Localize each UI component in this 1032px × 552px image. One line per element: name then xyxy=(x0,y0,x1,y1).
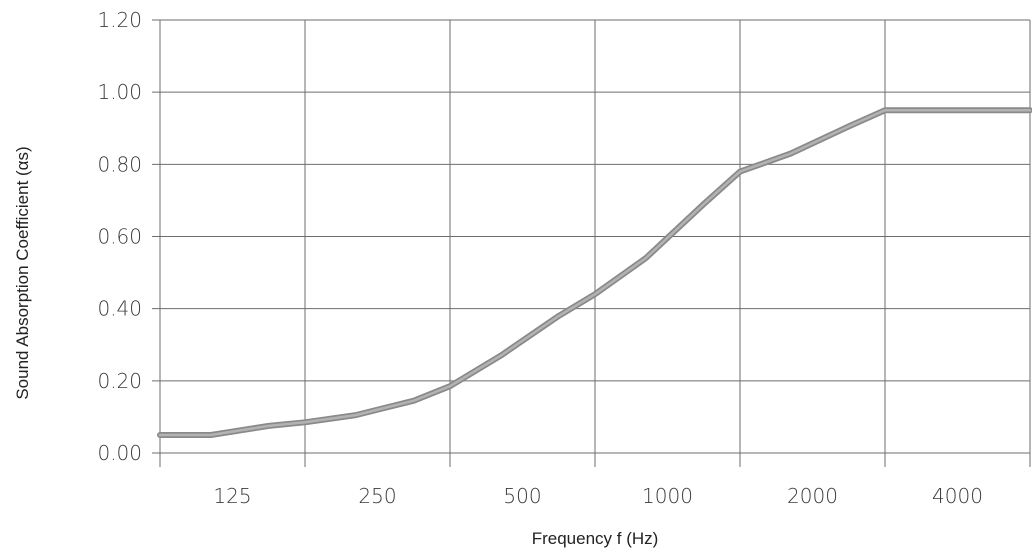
y-axis-label: Sound Absorption Coefficient (αs) xyxy=(13,146,32,399)
y-tick-label: 1.20 xyxy=(97,8,142,32)
y-tick-label: 0.40 xyxy=(97,297,142,321)
x-tick-label: 4000 xyxy=(932,484,983,508)
absorption-curve-highlight xyxy=(158,108,1032,437)
y-tick-label: 0.00 xyxy=(97,441,142,465)
x-tick-label: 500 xyxy=(503,484,541,508)
x-tick-label: 125 xyxy=(213,484,251,508)
x-tick-label: 2000 xyxy=(787,484,838,508)
y-tick-label: 1.00 xyxy=(97,80,142,104)
x-tick-labels: 125 250 500 1000 2000 4000 xyxy=(213,484,983,508)
y-tick-label: 0.20 xyxy=(97,369,142,393)
y-tick-label: 0.80 xyxy=(97,152,142,176)
x-tick-label: 1000 xyxy=(642,484,693,508)
grid xyxy=(152,19,1031,467)
x-tick-label: 250 xyxy=(358,484,396,508)
y-tick-label: 0.60 xyxy=(97,225,142,249)
x-axis-label: Frequency f (Hz) xyxy=(532,529,659,548)
series-layer xyxy=(157,107,1032,438)
y-tick-labels: 0.00 0.20 0.40 0.60 0.80 1.00 1.20 xyxy=(97,8,142,465)
